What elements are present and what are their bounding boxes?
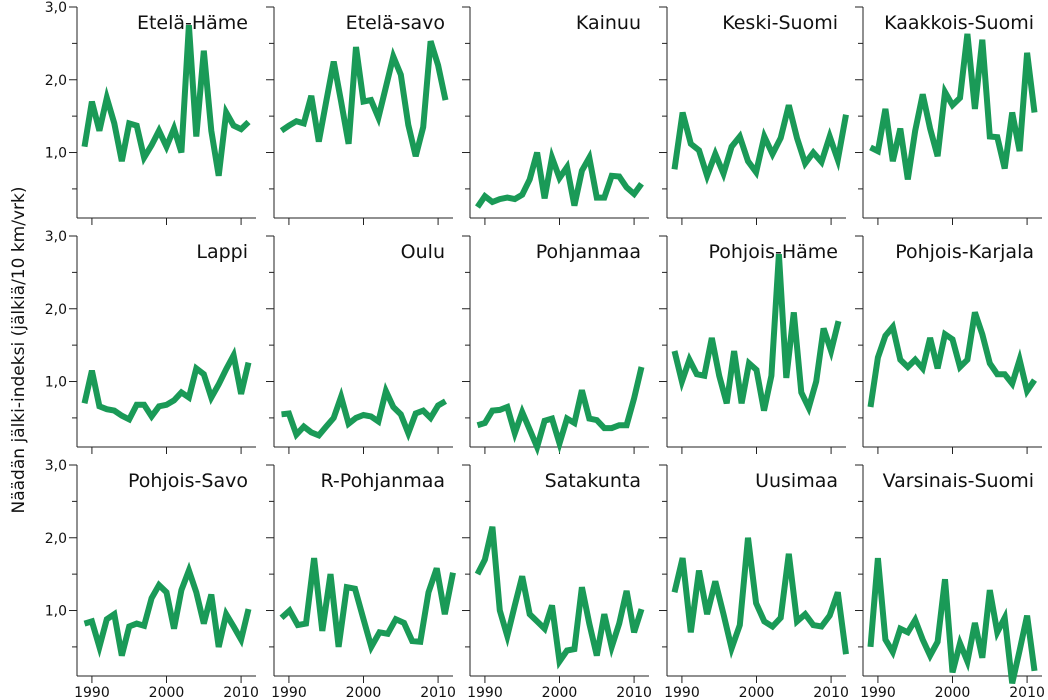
panel-etelä-savo: Etelä-savo [266, 6, 453, 225]
panel-title: Pohjois-Karjala [895, 241, 1034, 263]
panel-pohjois-karjala: Pohjois-Karjala [855, 235, 1042, 454]
panel-kainuu: Kainuu [462, 6, 649, 225]
panel-title: R-Pohjanmaa [321, 470, 446, 492]
series-line [671, 104, 849, 185]
y-axis-label-text: Näädän jälki-indeksi (jälkiä/10 km/vrk) [9, 186, 29, 514]
panel-title: Etelä-savo [346, 12, 445, 34]
x-tick-label: 2010 [223, 685, 259, 700]
panel-title: Kainuu [576, 12, 641, 34]
panel-title: Etelä-Häme [137, 12, 248, 34]
x-tick-label: 2010 [616, 685, 652, 700]
series-line [869, 33, 1038, 180]
panel-title: Pohjois-Häme [708, 241, 838, 263]
x-tick-label: 2010 [420, 685, 456, 700]
panel-satakunta: 1990 2000 2010 Satakunta [462, 464, 652, 700]
x-tick-label: 2010 [813, 685, 849, 700]
panel-kaakkois-suomi: Kaakkois-Suomi [855, 6, 1042, 225]
x-tick-label: 2000 [739, 685, 775, 700]
x-tick-label: 1990 [467, 685, 503, 700]
panel-oulu: Oulu [266, 235, 453, 454]
panel-title: Uusimaa [755, 470, 838, 492]
x-tick-label: 1990 [271, 685, 307, 700]
y-tick-label: 2,0 [45, 73, 67, 89]
panel-title: Keski-Suomi [722, 12, 838, 34]
x-tick-label: 2010 [1009, 685, 1045, 700]
y-tick-label: 3,0 [45, 229, 67, 245]
y-tick-label: 2,0 [45, 531, 67, 547]
series-line [81, 25, 251, 177]
x-tick-label: 2000 [149, 685, 185, 700]
series-line [867, 557, 1038, 684]
x-tick-label: 2000 [542, 685, 578, 700]
x-tick-label: 2000 [935, 685, 971, 700]
panel-keski-suomi: Keski-Suomi [659, 6, 849, 225]
series-line [671, 254, 842, 417]
y-tick-label: 1,0 [45, 146, 67, 162]
panel-r-pohjanmaa: 1990 2000 2010 R-Pohjanmaa [266, 464, 456, 700]
series-line [279, 557, 456, 655]
series-line [475, 146, 644, 209]
panel-title: Satakunta [545, 470, 641, 492]
panel-pohjanmaa: Pohjanmaa [462, 235, 649, 456]
series-line [83, 561, 252, 659]
x-tick-label: 1990 [664, 685, 700, 700]
y-tick-label: 1,0 [45, 604, 67, 620]
panel-title: Varsinais-Suomi [883, 470, 1034, 492]
series-line [476, 366, 645, 456]
panel-pohjois-savo: 1,0 2,0 3,0 1990 2000 2010 Pohjois-Savo [45, 458, 259, 700]
series-line [671, 537, 849, 660]
series-line [474, 526, 645, 670]
panel-title: Lappi [196, 241, 248, 263]
y-tick-label: 2,0 [45, 302, 67, 318]
series-line [867, 311, 1037, 408]
panel-title: Pohjois-Savo [128, 470, 248, 492]
series-line [279, 40, 449, 157]
x-tick-label: 2000 [346, 685, 382, 700]
panel-title: Pohjanmaa [536, 241, 641, 263]
panel-uusimaa: 1990 2000 2010 Uusimaa [659, 464, 849, 700]
panel-title: Kaakkois-Suomi [884, 12, 1034, 34]
panel-varsinais-suomi: 1990 2000 2010 Varsinais-Suomi [855, 464, 1045, 700]
x-tick-label: 1990 [74, 685, 110, 700]
y-tick-label: 3,0 [45, 0, 67, 16]
panel-etelä-häme: 1,0 2,0 3,0 Etelä-Häme [45, 0, 256, 225]
x-tick-label: 1990 [860, 685, 896, 700]
series-line [281, 381, 448, 442]
panel-lappi: 1,0 2,0 3,0 Lappi [45, 229, 256, 454]
series-line [81, 346, 252, 424]
y-tick-label: 3,0 [45, 458, 67, 474]
panel-title: Oulu [401, 241, 445, 263]
y-tick-label: 1,0 [45, 375, 67, 391]
panel-pohjois-häme: Pohjois-Häme [659, 235, 846, 454]
